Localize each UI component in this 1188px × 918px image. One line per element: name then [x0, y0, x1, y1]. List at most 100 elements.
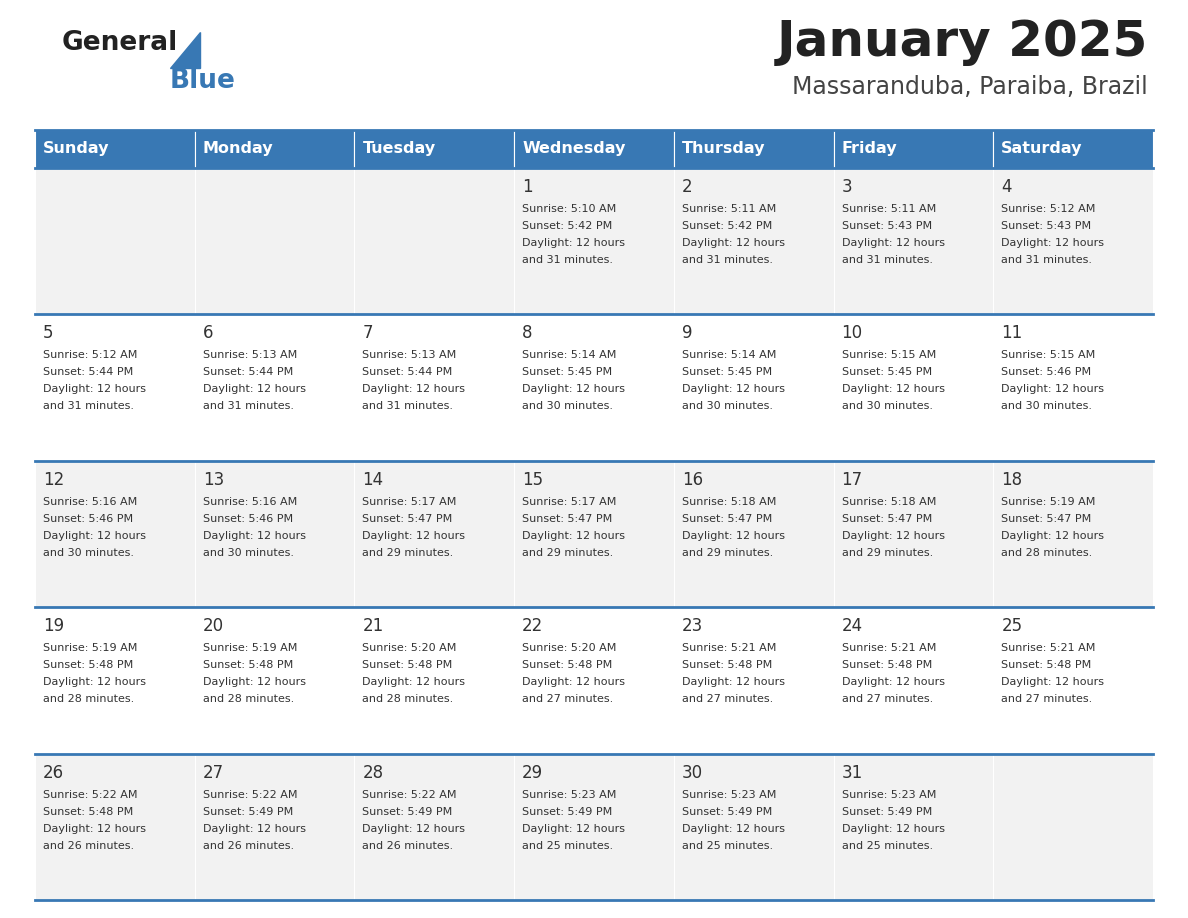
- Text: Sunset: 5:42 PM: Sunset: 5:42 PM: [523, 221, 612, 231]
- Text: Sunset: 5:47 PM: Sunset: 5:47 PM: [1001, 514, 1092, 524]
- Text: Sunset: 5:48 PM: Sunset: 5:48 PM: [1001, 660, 1092, 670]
- Text: Sunset: 5:44 PM: Sunset: 5:44 PM: [203, 367, 293, 377]
- Text: Daylight: 12 hours: Daylight: 12 hours: [1001, 531, 1105, 541]
- Text: Daylight: 12 hours: Daylight: 12 hours: [682, 238, 785, 248]
- Text: Sunset: 5:44 PM: Sunset: 5:44 PM: [43, 367, 133, 377]
- Text: and 31 minutes.: and 31 minutes.: [362, 401, 454, 411]
- Bar: [993, 314, 1154, 461]
- Bar: [514, 130, 674, 168]
- Text: and 28 minutes.: and 28 minutes.: [43, 694, 134, 704]
- Text: Sunset: 5:45 PM: Sunset: 5:45 PM: [841, 367, 931, 377]
- Text: 22: 22: [523, 617, 543, 635]
- Text: Sunset: 5:49 PM: Sunset: 5:49 PM: [841, 807, 931, 817]
- Bar: [195, 130, 354, 168]
- Text: Sunrise: 5:17 AM: Sunrise: 5:17 AM: [362, 497, 457, 507]
- Text: Daylight: 12 hours: Daylight: 12 hours: [43, 823, 146, 834]
- Text: Sunrise: 5:12 AM: Sunrise: 5:12 AM: [43, 351, 138, 361]
- Text: and 29 minutes.: and 29 minutes.: [362, 548, 454, 558]
- Text: Sunrise: 5:14 AM: Sunrise: 5:14 AM: [523, 351, 617, 361]
- Text: Sunset: 5:43 PM: Sunset: 5:43 PM: [841, 221, 931, 231]
- Bar: [354, 130, 514, 168]
- Text: Daylight: 12 hours: Daylight: 12 hours: [841, 385, 944, 395]
- Text: 11: 11: [1001, 324, 1023, 342]
- Text: 8: 8: [523, 324, 532, 342]
- Text: and 31 minutes.: and 31 minutes.: [682, 255, 773, 265]
- Bar: [354, 314, 514, 461]
- Text: Daylight: 12 hours: Daylight: 12 hours: [362, 823, 466, 834]
- Text: Massaranduba, Paraiba, Brazil: Massaranduba, Paraiba, Brazil: [792, 75, 1148, 99]
- Text: 14: 14: [362, 471, 384, 488]
- Bar: [34, 754, 195, 900]
- Text: Daylight: 12 hours: Daylight: 12 hours: [1001, 677, 1105, 688]
- Text: and 27 minutes.: and 27 minutes.: [841, 694, 933, 704]
- Text: Sunrise: 5:10 AM: Sunrise: 5:10 AM: [523, 204, 617, 214]
- Text: and 27 minutes.: and 27 minutes.: [523, 694, 613, 704]
- Text: Sunrise: 5:23 AM: Sunrise: 5:23 AM: [841, 789, 936, 800]
- Text: Daylight: 12 hours: Daylight: 12 hours: [682, 823, 785, 834]
- Text: 13: 13: [203, 471, 225, 488]
- Text: Sunrise: 5:18 AM: Sunrise: 5:18 AM: [682, 497, 776, 507]
- Bar: [354, 461, 514, 607]
- Text: 28: 28: [362, 764, 384, 781]
- Text: 3: 3: [841, 178, 852, 196]
- Text: Sunset: 5:43 PM: Sunset: 5:43 PM: [1001, 221, 1092, 231]
- Text: and 30 minutes.: and 30 minutes.: [682, 401, 773, 411]
- Bar: [993, 168, 1154, 314]
- Text: Sunrise: 5:22 AM: Sunrise: 5:22 AM: [43, 789, 138, 800]
- Text: 30: 30: [682, 764, 703, 781]
- Text: 4: 4: [1001, 178, 1012, 196]
- Text: Sunset: 5:48 PM: Sunset: 5:48 PM: [362, 660, 453, 670]
- Bar: [993, 607, 1154, 754]
- Text: Daylight: 12 hours: Daylight: 12 hours: [682, 677, 785, 688]
- Text: Daylight: 12 hours: Daylight: 12 hours: [523, 677, 625, 688]
- Text: Sunset: 5:47 PM: Sunset: 5:47 PM: [523, 514, 612, 524]
- Text: 25: 25: [1001, 617, 1023, 635]
- Text: Daylight: 12 hours: Daylight: 12 hours: [841, 823, 944, 834]
- Text: and 30 minutes.: and 30 minutes.: [43, 548, 134, 558]
- Text: and 25 minutes.: and 25 minutes.: [841, 841, 933, 851]
- Text: Sunrise: 5:22 AM: Sunrise: 5:22 AM: [203, 789, 297, 800]
- Bar: [834, 168, 993, 314]
- Text: and 27 minutes.: and 27 minutes.: [682, 694, 773, 704]
- Text: and 30 minutes.: and 30 minutes.: [841, 401, 933, 411]
- Text: Sunrise: 5:15 AM: Sunrise: 5:15 AM: [1001, 351, 1095, 361]
- Text: Sunrise: 5:19 AM: Sunrise: 5:19 AM: [203, 644, 297, 654]
- Text: Daylight: 12 hours: Daylight: 12 hours: [682, 385, 785, 395]
- Text: 18: 18: [1001, 471, 1023, 488]
- Bar: [514, 754, 674, 900]
- Text: Sunset: 5:46 PM: Sunset: 5:46 PM: [43, 514, 133, 524]
- Text: Sunset: 5:47 PM: Sunset: 5:47 PM: [841, 514, 931, 524]
- Bar: [674, 168, 834, 314]
- Text: Sunset: 5:48 PM: Sunset: 5:48 PM: [523, 660, 612, 670]
- Text: 16: 16: [682, 471, 703, 488]
- Bar: [34, 314, 195, 461]
- Text: Thursday: Thursday: [682, 141, 765, 156]
- Bar: [674, 130, 834, 168]
- Bar: [195, 607, 354, 754]
- Bar: [195, 461, 354, 607]
- Text: 17: 17: [841, 471, 862, 488]
- Text: 7: 7: [362, 324, 373, 342]
- Text: 10: 10: [841, 324, 862, 342]
- Text: Saturday: Saturday: [1001, 141, 1082, 156]
- Text: and 25 minutes.: and 25 minutes.: [523, 841, 613, 851]
- Text: and 30 minutes.: and 30 minutes.: [1001, 401, 1092, 411]
- Text: Sunrise: 5:19 AM: Sunrise: 5:19 AM: [1001, 497, 1095, 507]
- Bar: [834, 130, 993, 168]
- Text: and 29 minutes.: and 29 minutes.: [523, 548, 613, 558]
- Text: Daylight: 12 hours: Daylight: 12 hours: [841, 531, 944, 541]
- Text: Monday: Monday: [203, 141, 273, 156]
- Bar: [674, 754, 834, 900]
- Bar: [195, 314, 354, 461]
- Text: Sunset: 5:48 PM: Sunset: 5:48 PM: [203, 660, 293, 670]
- Text: January 2025: January 2025: [777, 18, 1148, 66]
- Text: Sunset: 5:49 PM: Sunset: 5:49 PM: [203, 807, 293, 817]
- Text: Sunset: 5:49 PM: Sunset: 5:49 PM: [362, 807, 453, 817]
- Text: Daylight: 12 hours: Daylight: 12 hours: [523, 385, 625, 395]
- Bar: [195, 168, 354, 314]
- Bar: [993, 754, 1154, 900]
- Text: 1: 1: [523, 178, 532, 196]
- Bar: [514, 607, 674, 754]
- Text: Sunrise: 5:21 AM: Sunrise: 5:21 AM: [841, 644, 936, 654]
- Text: Daylight: 12 hours: Daylight: 12 hours: [523, 823, 625, 834]
